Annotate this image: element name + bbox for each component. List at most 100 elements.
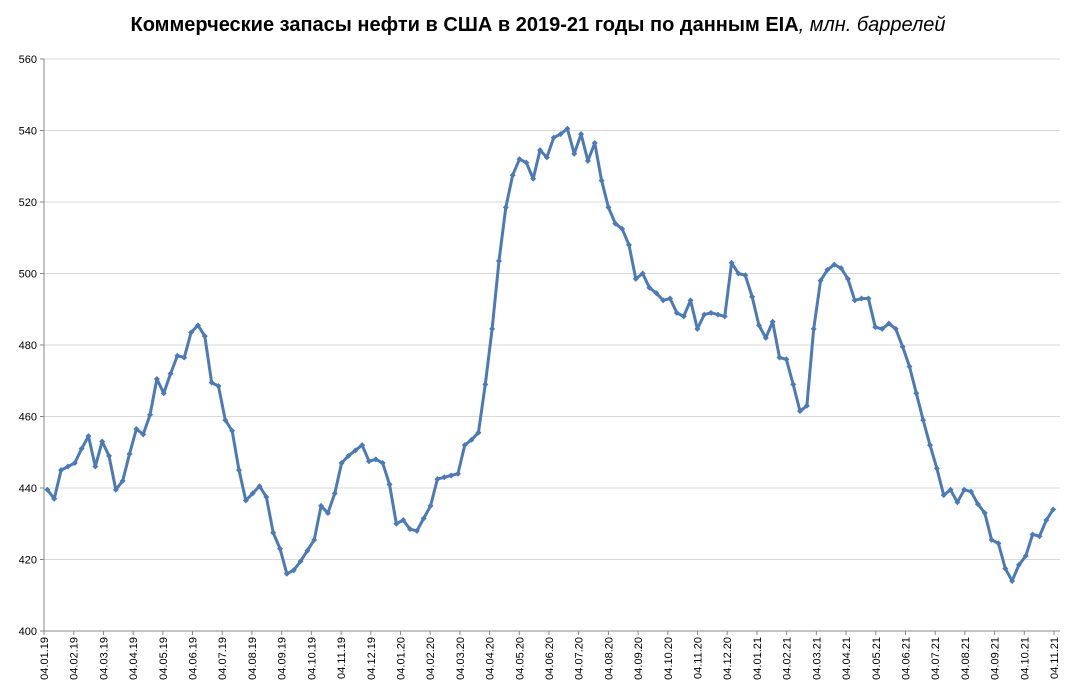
data-point [283, 570, 290, 577]
data-point [352, 447, 359, 454]
data-point [194, 322, 201, 329]
data-point [509, 172, 516, 179]
data-point [920, 417, 927, 424]
data-point [660, 297, 667, 304]
data-point [338, 459, 345, 466]
y-tick-label: 440 [19, 483, 37, 495]
data-point [612, 220, 619, 227]
data-point [304, 547, 311, 554]
data-point [1015, 561, 1022, 568]
x-tick-label: 04.02.20 [425, 637, 437, 680]
data-point [270, 529, 277, 536]
data-point [708, 309, 715, 316]
y-tick-label: 420 [19, 555, 37, 567]
data-point [913, 390, 920, 397]
x-tick-label: 04.12.19 [366, 637, 378, 680]
y-tick-label: 540 [19, 126, 37, 138]
x-tick-label: 04.07.19 [217, 637, 229, 680]
data-point [147, 411, 154, 418]
data-point [927, 442, 934, 449]
data-point [831, 261, 838, 268]
data-point [776, 354, 783, 361]
data-point [954, 499, 961, 506]
data-point [591, 140, 598, 147]
data-point [516, 156, 523, 163]
data-point [537, 147, 544, 154]
data-point [489, 325, 496, 332]
x-tick-label: 04.06.21 [900, 637, 912, 680]
data-point [1036, 533, 1043, 540]
data-point [769, 318, 776, 325]
data-point [441, 474, 448, 481]
data-point [297, 558, 304, 565]
data-point [803, 402, 810, 409]
data-point [126, 451, 133, 458]
data-point [632, 275, 639, 282]
x-tick-label: 04.05.21 [871, 637, 883, 680]
data-point [988, 536, 995, 543]
data-point [311, 536, 318, 543]
data-point [51, 495, 58, 502]
data-point [160, 390, 167, 397]
y-tick-label: 460 [19, 412, 37, 424]
data-point [1009, 577, 1016, 584]
data-point [598, 177, 605, 184]
data-point [359, 442, 366, 449]
data-point [44, 486, 51, 493]
data-point [578, 131, 585, 138]
data-point [824, 266, 831, 273]
data-point [174, 352, 181, 359]
chart-title-unit: , млн. баррелей [798, 14, 946, 36]
x-tick-label: 04.07.20 [574, 637, 586, 680]
x-tick-label: 04.06.19 [188, 637, 200, 680]
data-point [249, 490, 256, 497]
data-point [879, 325, 886, 332]
data-point [256, 483, 263, 490]
data-point [749, 293, 756, 300]
data-point [400, 517, 407, 524]
data-point [653, 290, 660, 297]
y-tick-label: 520 [19, 197, 37, 209]
data-point [222, 417, 229, 424]
data-point [1050, 506, 1057, 513]
x-tick-label: 04.11.19 [336, 637, 348, 679]
data-point [153, 375, 160, 382]
y-tick-label: 480 [19, 340, 37, 352]
x-tick-label: 04.09.21 [990, 637, 1002, 680]
data-point [64, 463, 71, 470]
data-point [99, 438, 106, 445]
data-point [892, 325, 899, 332]
x-tick-label: 04.08.21 [960, 637, 972, 680]
data-point [728, 259, 735, 266]
data-point [235, 467, 242, 474]
x-tick-label: 04.03.20 [455, 637, 467, 680]
data-point [872, 324, 879, 331]
data-point [1022, 552, 1029, 559]
x-tick-label: 04.01.19 [39, 637, 51, 680]
data-point [968, 488, 975, 495]
data-point [461, 442, 468, 449]
data-point [242, 497, 249, 504]
x-tick-label: 04.04.20 [485, 637, 497, 680]
x-tick-label: 04.06.20 [544, 637, 556, 680]
data-point [906, 363, 913, 370]
x-tick-label: 04.02.19 [69, 637, 81, 680]
data-point [762, 334, 769, 341]
x-tick-label: 04.01.20 [395, 637, 407, 680]
data-point [434, 476, 441, 483]
data-point [680, 313, 687, 320]
data-point [523, 159, 530, 166]
data-point [140, 431, 147, 438]
data-point [646, 284, 653, 291]
data-point [420, 515, 427, 522]
x-tick-label: 04.08.19 [247, 637, 259, 680]
data-point [468, 436, 475, 443]
data-point [885, 320, 892, 327]
data-point [188, 329, 195, 336]
data-point [407, 526, 414, 533]
data-point [865, 295, 872, 302]
data-point [263, 493, 270, 500]
data-point [372, 456, 379, 463]
x-tick-label: 04.01.21 [752, 637, 764, 680]
data-point [58, 467, 65, 474]
